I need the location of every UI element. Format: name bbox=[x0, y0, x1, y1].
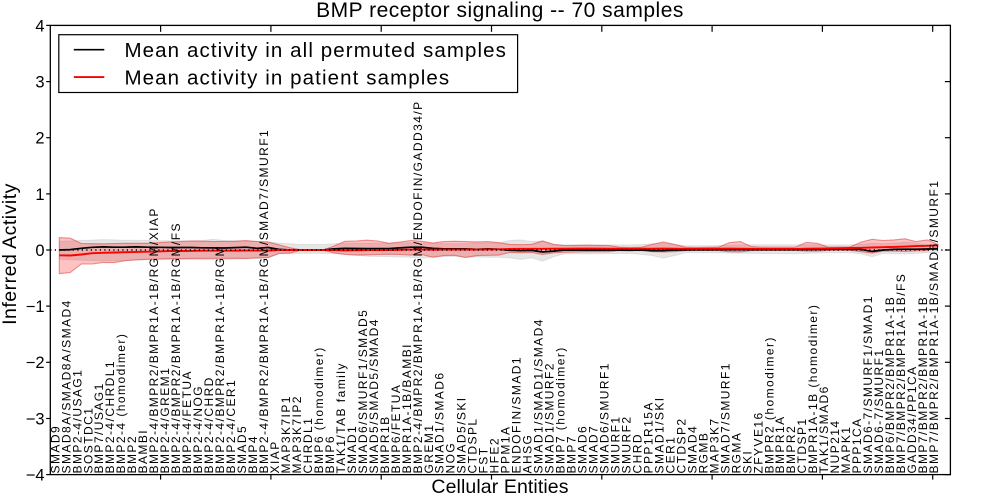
svg-text:4: 4 bbox=[35, 17, 44, 35]
svg-text:RGMB: RGMB bbox=[696, 432, 710, 474]
svg-text:RGMA: RGMA bbox=[729, 432, 743, 474]
svg-text:BMPR2: BMPR2 bbox=[784, 425, 798, 474]
svg-text:MAPK1: MAPK1 bbox=[839, 426, 853, 474]
svg-text:MAP3K7IP1: MAP3K7IP1 bbox=[279, 395, 293, 473]
svg-text:BMPR1A: BMPR1A bbox=[773, 415, 787, 473]
svg-text:CHRD: CHRD bbox=[631, 433, 645, 473]
svg-text:BMPR1A-1B/BAMBI: BMPR1A-1B/BAMBI bbox=[400, 343, 414, 473]
svg-text:BMP2: BMP2 bbox=[125, 435, 139, 473]
svg-text:BMP2-4/CHRD: BMP2-4/CHRD bbox=[202, 376, 216, 473]
svg-text:0: 0 bbox=[35, 242, 44, 260]
svg-text:BAMBI: BAMBI bbox=[136, 429, 150, 474]
svg-text:TAK1/SMAD6: TAK1/SMAD6 bbox=[817, 385, 831, 473]
svg-text:PPM1A: PPM1A bbox=[499, 426, 513, 474]
svg-text:BMP6 (homodimer): BMP6 (homodimer) bbox=[312, 346, 326, 473]
svg-text:TAK1/TAB family: TAK1/TAB family bbox=[334, 362, 348, 473]
svg-text:BMP2-4/FETUA: BMP2-4/FETUA bbox=[180, 370, 194, 473]
svg-text:SMAD1/SMURF2: SMAD1/SMURF2 bbox=[543, 362, 557, 473]
svg-text:BMP7/BMPR2/BMPR1A-1B/SMAD6/SMU: BMP7/BMPR2/BMPR1A-1B/SMAD6/SMURF1 bbox=[927, 180, 941, 474]
svg-text:CTDSP1: CTDSP1 bbox=[795, 417, 809, 473]
svg-text:SOSTDC1: SOSTDC1 bbox=[81, 407, 95, 474]
svg-text:1: 1 bbox=[35, 186, 44, 204]
svg-text:SMAD1/SKI: SMAD1/SKI bbox=[652, 396, 666, 473]
svg-text:BMP7/BMPR2/BMPR1A-1B: BMP7/BMPR2/BMPR1A-1B bbox=[916, 296, 930, 474]
svg-text:AHSG: AHSG bbox=[521, 434, 535, 474]
svg-text:−1: −1 bbox=[26, 298, 45, 316]
svg-text:NUP214: NUP214 bbox=[828, 419, 842, 473]
svg-text:PPP1R15A: PPP1R15A bbox=[641, 401, 655, 473]
svg-text:HFE2: HFE2 bbox=[488, 437, 502, 473]
svg-text:SMURF1: SMURF1 bbox=[609, 415, 623, 473]
svg-text:BMP7: BMP7 bbox=[565, 435, 579, 473]
svg-text:SMAD5/SKI: SMAD5/SKI bbox=[455, 396, 469, 473]
svg-text:BMP2-4/GREM1: BMP2-4/GREM1 bbox=[158, 367, 172, 474]
svg-text:−3: −3 bbox=[26, 410, 45, 428]
svg-text:XIAP: XIAP bbox=[268, 440, 282, 473]
svg-text:CER1: CER1 bbox=[663, 436, 677, 474]
svg-text:MAP3K7: MAP3K7 bbox=[707, 417, 721, 473]
svg-text:BMPR2 (homodimer): BMPR2 (homodimer) bbox=[762, 336, 776, 473]
svg-text:Mean activity in all permuted: Mean activity in all permuted samples bbox=[125, 39, 508, 62]
svg-text:BMP6/FETUA: BMP6/FETUA bbox=[389, 384, 403, 474]
svg-text:SMAD6: SMAD6 bbox=[576, 425, 590, 474]
svg-text:NOG: NOG bbox=[444, 442, 458, 474]
svg-text:CTDSPL: CTDSPL bbox=[466, 417, 480, 473]
svg-text:SMAD1/SMAD6: SMAD1/SMAD6 bbox=[433, 372, 447, 474]
svg-text:BMP7/BMPR2/BMPR1A-1B/FS: BMP7/BMPR2/BMPR1A-1B/FS bbox=[894, 273, 908, 474]
svg-text:SMAD8A/SMAD8A/SMAD4: SMAD8A/SMAD8A/SMAD4 bbox=[59, 299, 73, 473]
svg-text:SMAD7/SMURF1: SMAD7/SMURF1 bbox=[718, 362, 732, 473]
svg-text:BMPR1A-1B (homodimer): BMPR1A-1B (homodimer) bbox=[806, 304, 820, 474]
svg-text:BMP6/BMPR2/BMPR1A-1B: BMP6/BMPR2/BMPR1A-1B bbox=[883, 296, 897, 474]
svg-text:BMP2-4/BMPR2/BMPR1A-1B/RGM/XIA: BMP2-4/BMPR2/BMPR1A-1B/RGM/XIAP bbox=[147, 207, 161, 473]
svg-text:SKI: SKI bbox=[740, 450, 754, 474]
svg-text:FST: FST bbox=[477, 446, 491, 473]
svg-text:SMAD6/SMURF1/SMAD5: SMAD6/SMURF1/SMAD5 bbox=[356, 309, 370, 474]
svg-text:−2: −2 bbox=[26, 354, 45, 372]
svg-text:SMAD9: SMAD9 bbox=[48, 425, 62, 474]
svg-text:SMAD1/SMAD1/SMAD4: SMAD1/SMAD1/SMAD4 bbox=[532, 318, 546, 473]
svg-text:SMAD6-7/SMURF1: SMAD6-7/SMURF1 bbox=[872, 349, 886, 474]
svg-text:SMAD4: SMAD4 bbox=[685, 425, 699, 474]
svg-text:BMP2-4/NOG: BMP2-4/NOG bbox=[191, 385, 205, 474]
svg-text:CHRDL1: CHRDL1 bbox=[301, 417, 315, 474]
svg-text:BMP2-4/BMPR2/BMPR1A-1B/RGM/END: BMP2-4/BMPR2/BMPR1A-1B/RGM/ENDOFIN/GADD3… bbox=[411, 100, 425, 473]
svg-text:SMAD1: SMAD1 bbox=[345, 425, 359, 474]
svg-text:SMAD6-7/SMURF1/SMAD1: SMAD6-7/SMURF1/SMAD1 bbox=[861, 295, 875, 473]
svg-text:−4: −4 bbox=[26, 467, 45, 485]
svg-text:MAP3K7IP2: MAP3K7IP2 bbox=[290, 395, 304, 473]
svg-text:SMAD7: SMAD7 bbox=[587, 425, 601, 474]
svg-text:BMP6: BMP6 bbox=[323, 435, 337, 473]
svg-text:BMP2-4/BMPR2/BMPR1A-1B/RGM: BMP2-4/BMPR2/BMPR1A-1B/RGM bbox=[213, 245, 227, 473]
svg-text:BMP2-4/BMPR2/BMPR1A-1B/RGM/FS: BMP2-4/BMPR2/BMPR1A-1B/RGM/FS bbox=[169, 222, 183, 473]
svg-text:SMAD5: SMAD5 bbox=[235, 425, 249, 474]
svg-text:3: 3 bbox=[35, 74, 44, 92]
svg-text:Cellular Entities: Cellular Entities bbox=[431, 476, 568, 498]
svg-text:Inferred Activity: Inferred Activity bbox=[0, 183, 21, 325]
svg-text:SMURF2: SMURF2 bbox=[620, 415, 634, 473]
svg-text:GREM1: GREM1 bbox=[422, 424, 436, 474]
svg-text:Mean activity in patient sampl: Mean activity in patient samples bbox=[125, 66, 451, 89]
svg-text:SMAD5/SMAD5/SMAD4: SMAD5/SMAD5/SMAD4 bbox=[367, 318, 381, 473]
svg-text:2: 2 bbox=[35, 130, 44, 148]
svg-text:BMP4: BMP4 bbox=[246, 435, 260, 473]
svg-text:CTDSP2: CTDSP2 bbox=[674, 417, 688, 473]
svg-text:BMP7 (homodimer): BMP7 (homodimer) bbox=[554, 346, 568, 473]
svg-text:PPP1CA: PPP1CA bbox=[850, 417, 864, 473]
svg-text:SMAD6/SMURF1: SMAD6/SMURF1 bbox=[598, 362, 612, 473]
svg-text:BMP2-4/USAG1: BMP2-4/USAG1 bbox=[70, 369, 84, 474]
svg-text:BMP7/USAG1: BMP7/USAG1 bbox=[92, 382, 106, 473]
svg-text:BMP2-4/CHRDL1: BMP2-4/CHRDL1 bbox=[103, 360, 117, 474]
svg-text:BMPR1B: BMPR1B bbox=[378, 415, 392, 473]
svg-text:BMP2-4/CER1: BMP2-4/CER1 bbox=[224, 379, 238, 474]
svg-text:BMP2-4/BMPR2/BMPR1A-1B/RGM/SMA: BMP2-4/BMPR2/BMPR1A-1B/RGM/SMAD7/SMURF1 bbox=[257, 129, 271, 474]
svg-text:BMP2-4 (homodimer): BMP2-4 (homodimer) bbox=[114, 333, 128, 474]
svg-text:ENDOFIN/SMAD1: ENDOFIN/SMAD1 bbox=[510, 356, 524, 474]
svg-text:BMP receptor signaling -- 70 s: BMP receptor signaling -- 70 samples bbox=[316, 0, 684, 22]
svg-text:GADD34/PP1CA: GADD34/PP1CA bbox=[905, 365, 919, 473]
svg-text:ZFYVE16: ZFYVE16 bbox=[751, 411, 765, 473]
